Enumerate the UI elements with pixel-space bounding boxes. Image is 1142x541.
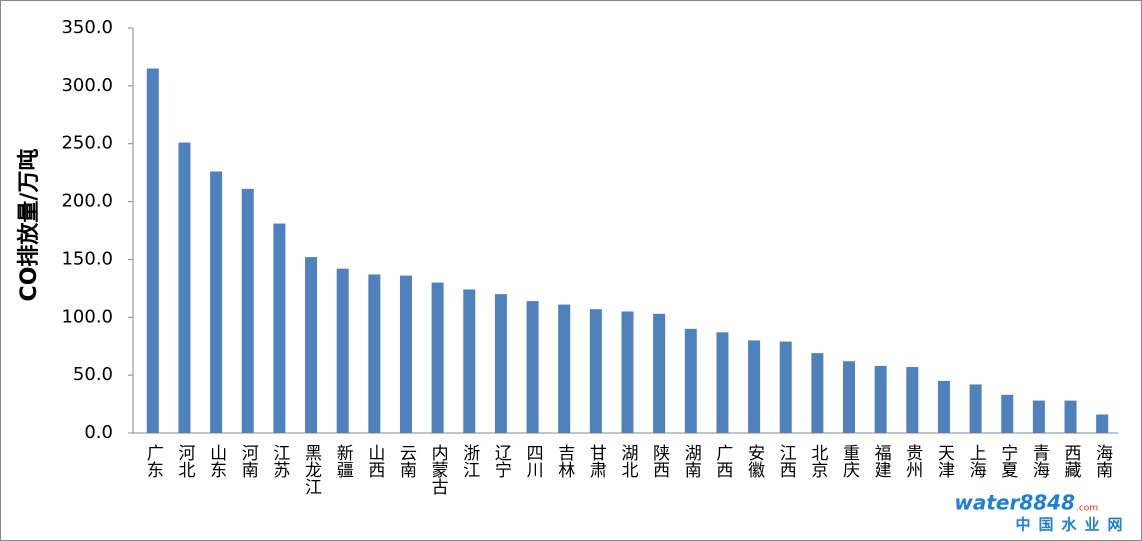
bar (241, 188, 254, 433)
bar (779, 341, 792, 433)
x-tick-label: 新疆 (333, 444, 354, 478)
x-tick-label: 甘肃 (586, 444, 607, 478)
y-tick-label: 200.0 (61, 191, 113, 212)
y-tick-label: 150.0 (61, 248, 113, 269)
y-tick-label: 50.0 (73, 364, 113, 385)
x-tick-label: 上海 (966, 444, 987, 479)
x-tick-label: 湖南 (681, 444, 702, 478)
y-tick-label: 250.0 (61, 133, 113, 154)
bar (146, 68, 159, 433)
bar (305, 257, 318, 433)
bar (368, 274, 381, 433)
x-tick-label: 贵州 (902, 444, 923, 478)
x-tick-label: 吉林 (554, 444, 575, 478)
y-tick-label: 100.0 (61, 306, 113, 327)
bar (748, 340, 761, 433)
bar (1096, 414, 1109, 433)
x-tick-label: 宁夏 (997, 444, 1018, 478)
x-tick-label: 广东 (143, 444, 164, 478)
bar (210, 171, 223, 433)
watermark-name: 中国水业网 (1015, 516, 1130, 534)
bar (684, 328, 697, 433)
x-tick-label: 山东 (206, 444, 226, 478)
bar (494, 294, 507, 433)
y-tick-label: 350.0 (61, 17, 113, 38)
bar (969, 384, 982, 433)
y-tick-label: 0.0 (84, 422, 113, 443)
x-tick-label: 陕西 (649, 444, 669, 478)
bar (1001, 394, 1014, 433)
bar (843, 361, 856, 433)
x-tick-label: 重庆 (839, 444, 860, 478)
bar (431, 282, 444, 433)
x-tick-label: 江西 (776, 444, 797, 478)
watermark-brand: water8848 (954, 491, 1075, 515)
x-tick-label: 河北 (174, 444, 195, 478)
x-tick-label: 广西 (712, 444, 733, 478)
bar (273, 223, 286, 433)
y-tick-label: 300.0 (61, 75, 113, 96)
bar (336, 268, 349, 433)
watermark-domain: .com (1076, 504, 1098, 514)
bar (526, 301, 539, 433)
x-tick-label: 福建 (871, 444, 892, 478)
bar (874, 365, 887, 433)
x-tick-label: 江苏 (269, 444, 290, 479)
bar (621, 311, 634, 433)
x-tick-label: 西藏 (1061, 444, 1082, 479)
x-tick-label: 湖北 (618, 444, 639, 478)
x-tick-label: 天津 (934, 444, 955, 478)
bar (1032, 400, 1045, 433)
bar (399, 275, 412, 433)
bar (178, 142, 191, 434)
x-tick-label: 四川 (523, 444, 544, 478)
y-axis-label: CO排放量/万吨 (16, 149, 42, 302)
x-tick-label: 北京 (807, 444, 828, 479)
x-tick-label: 海南 (1092, 444, 1113, 478)
x-tick-label: 内蒙古 (428, 444, 449, 495)
x-tick-label: 青海 (1029, 444, 1050, 479)
x-tick-label: 河南 (238, 444, 258, 478)
bar (589, 309, 602, 433)
x-tick-label: 安徽 (744, 444, 765, 478)
bar (937, 380, 950, 433)
bar (1064, 400, 1077, 433)
x-tick-label: 云南 (396, 444, 417, 478)
bar (811, 353, 824, 433)
x-tick-label: 黑龙江 (301, 444, 322, 495)
bar (906, 367, 919, 433)
bar (463, 289, 476, 433)
bar (653, 313, 666, 433)
bar (716, 332, 729, 433)
x-tick-label: 浙江 (459, 444, 480, 478)
x-tick-label: 山西 (364, 444, 384, 478)
bar (558, 304, 571, 433)
x-tick-label: 辽宁 (491, 444, 512, 478)
